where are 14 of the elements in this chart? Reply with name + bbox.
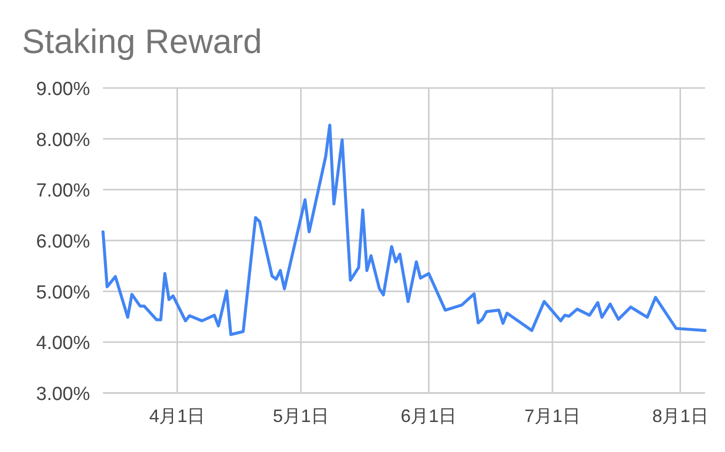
line-series — [102, 124, 706, 336]
y-tick-label: 8.00% — [36, 130, 90, 151]
x-tick-label: 7月1日 — [524, 406, 580, 426]
y-tick-label: 3.00% — [36, 384, 90, 405]
y-tick-label: 6.00% — [36, 232, 90, 252]
x-tick-label: 4月1日 — [149, 406, 206, 426]
y-tick-label: 9.00% — [36, 79, 90, 100]
x-tick-label: 8月1日 — [652, 406, 708, 426]
x-tick-label: 5月1日 — [272, 406, 329, 426]
y-tick-label: 5.00% — [36, 282, 90, 304]
y-tick-label: 4.00% — [36, 333, 90, 354]
chart-title: Staking Reward — [22, 23, 262, 61]
x-tick-label: 6月1日 — [400, 406, 457, 426]
y-tick-label: 7.00% — [36, 180, 90, 202]
